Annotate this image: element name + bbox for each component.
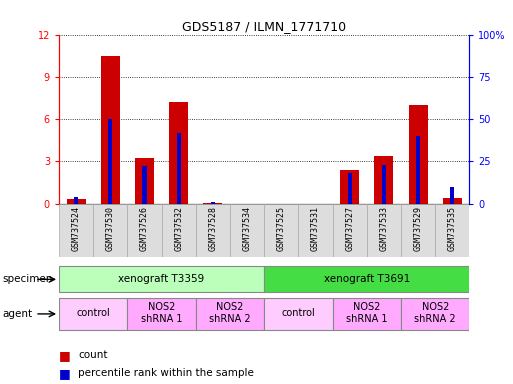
Bar [135,159,154,204]
Text: GSM737526: GSM737526 [140,206,149,251]
Bar [264,204,299,257]
Text: agent: agent [3,309,33,319]
Text: GSM737534: GSM737534 [243,206,251,251]
Bar [367,204,401,257]
Bar [74,197,78,204]
Text: GSM737530: GSM737530 [106,206,115,251]
Text: NOS2
shRNA 2: NOS2 shRNA 2 [415,302,456,324]
Bar [101,56,120,204]
Bar [143,166,147,204]
Bar [299,204,332,257]
Bar [450,187,455,204]
Title: GDS5187 / ILMN_1771710: GDS5187 / ILMN_1771710 [182,20,346,33]
Bar [401,298,469,330]
Text: specimen: specimen [3,274,53,285]
Bar [435,204,469,257]
Bar [196,298,264,330]
Text: NOS2
shRNA 1: NOS2 shRNA 1 [141,302,182,324]
Bar [332,298,401,330]
Bar [162,204,196,257]
Bar [211,202,215,204]
Text: ■: ■ [59,367,71,380]
Text: GSM737527: GSM737527 [345,206,354,251]
Text: GSM737529: GSM737529 [413,206,423,251]
Bar [127,204,162,257]
Text: GSM737525: GSM737525 [277,206,286,251]
Bar [332,204,367,257]
Bar [127,298,196,330]
Text: control: control [282,308,315,318]
Text: GSM737524: GSM737524 [72,206,81,251]
Text: NOS2
shRNA 2: NOS2 shRNA 2 [209,302,251,324]
Bar [169,102,188,204]
Bar [108,119,112,204]
Text: xenograft T3359: xenograft T3359 [119,274,205,284]
Bar [196,204,230,257]
Text: GSM737531: GSM737531 [311,206,320,251]
Bar [264,298,332,330]
Bar [176,132,181,204]
Bar [59,204,93,257]
Bar [382,165,386,204]
Text: percentile rank within the sample: percentile rank within the sample [78,368,254,378]
Text: ■: ■ [59,349,71,362]
Text: GSM737535: GSM737535 [448,206,457,251]
Text: GSM737532: GSM737532 [174,206,183,251]
Bar [59,266,264,292]
Text: NOS2
shRNA 1: NOS2 shRNA 1 [346,302,387,324]
Bar [230,204,264,257]
Text: control: control [76,308,110,318]
Bar [348,173,352,204]
Bar [443,198,462,204]
Bar [67,199,86,204]
Text: GSM737528: GSM737528 [208,206,218,251]
Bar [416,136,420,204]
Bar [264,266,469,292]
Bar [93,204,127,257]
Bar [374,156,393,204]
Text: xenograft T3691: xenograft T3691 [324,274,410,284]
Bar [401,204,435,257]
Text: count: count [78,350,108,360]
Bar [204,203,222,204]
Text: GSM737533: GSM737533 [380,206,388,251]
Bar [340,170,359,204]
Bar [59,298,127,330]
Bar [409,105,427,204]
